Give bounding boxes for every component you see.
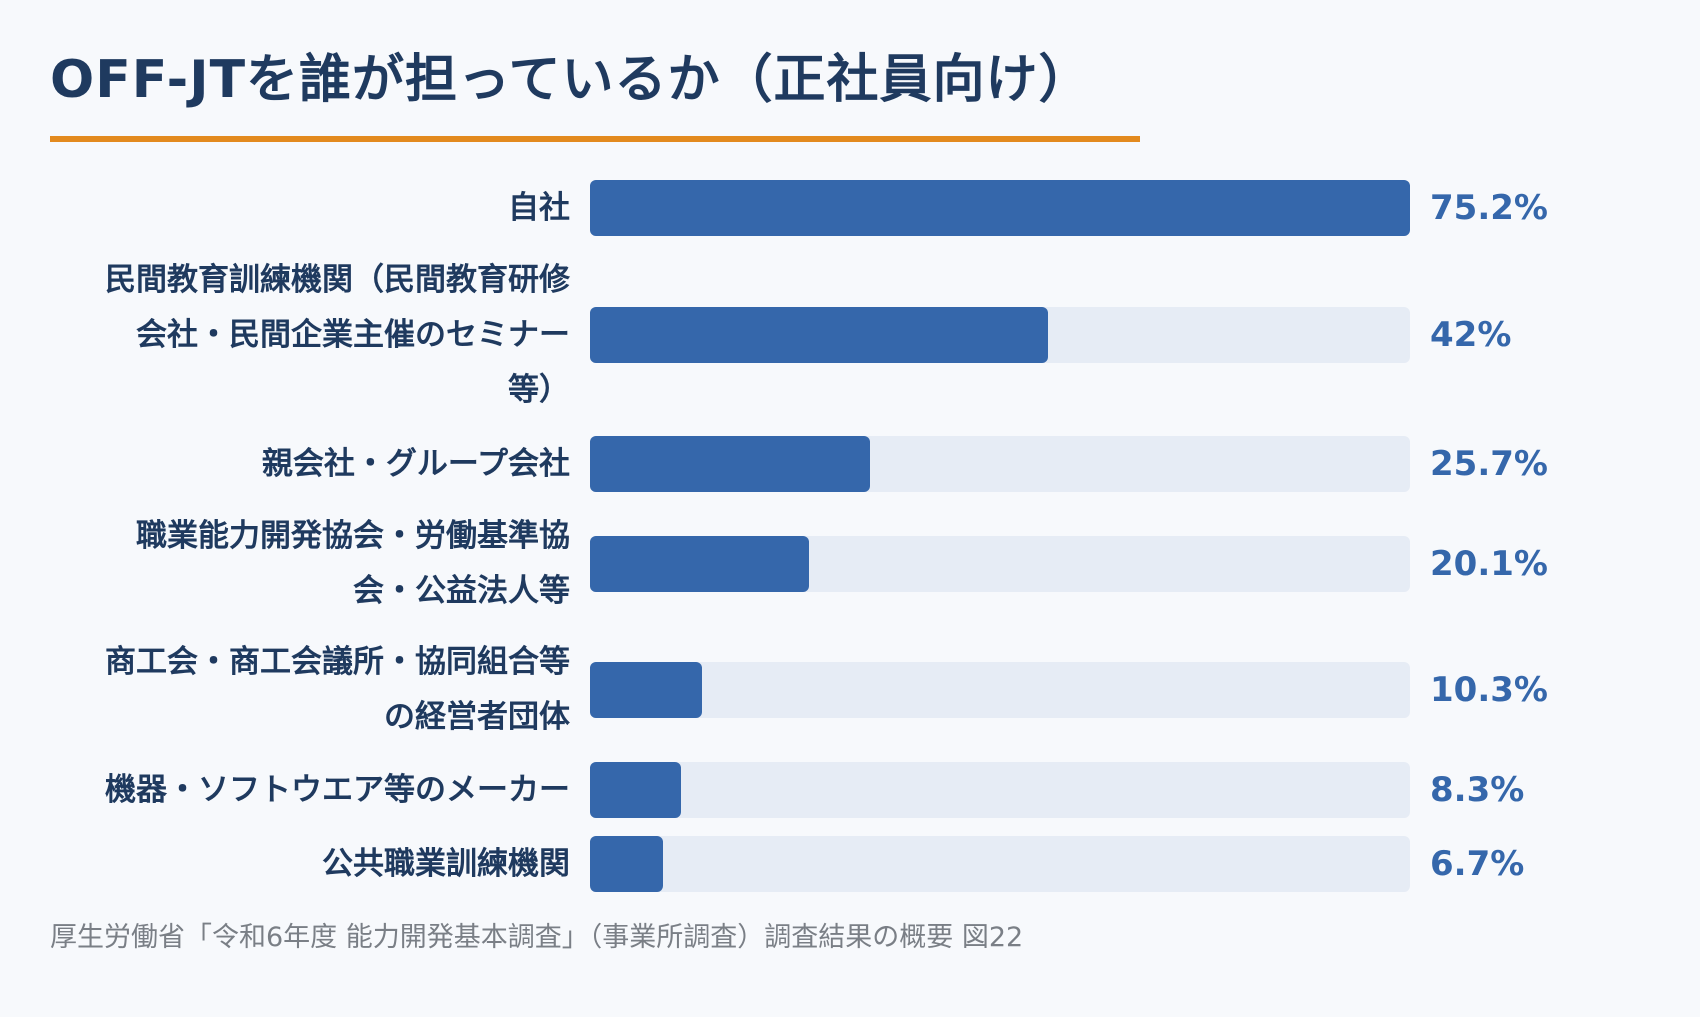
bar-track [590,662,1410,718]
category-label: 自社 [50,181,570,236]
bar [590,836,663,892]
category-label-line: 民間教育訓練機関（民間教育研修 [105,261,570,298]
bar-track [590,536,1410,592]
bar-track [590,180,1410,236]
value-label: 6.7% [1430,844,1525,884]
bar-track [590,307,1410,363]
category-label-line: 商工会・商工会議所・協同組合等 [105,644,570,680]
bar-track [590,436,1410,492]
category-label: 親会社・グループ会社 [50,437,570,492]
bar [590,307,1048,363]
category-label: 機器・ソフトウエア等のメーカー [50,763,570,818]
category-label: 職業能力開発協会・労働基準協会・公益法人等 [50,509,570,619]
category-label-line: 自社 [508,189,570,226]
category-label: 商工会・商工会議所・協同組合等の経営者団体 [50,635,570,745]
bar [590,762,681,818]
category-label-line: 等） [508,371,570,408]
category-label-line: 親会社・グループ会社 [261,445,570,482]
value-label: 75.2% [1430,188,1548,228]
bar [590,180,1410,236]
bar [590,436,870,492]
category-label-line: 会・公益法人等 [353,573,570,609]
bar [590,662,702,718]
value-label: 20.1% [1430,544,1548,584]
value-label: 42% [1430,315,1512,355]
category-label: 民間教育訓練機関（民間教育研修会社・民間企業主催のセミナー等） [50,253,570,418]
category-label-line: 公共職業訓練機関 [322,845,570,882]
bar-track [590,836,1410,892]
bar [590,536,809,592]
value-label: 8.3% [1430,770,1525,810]
value-label: 10.3% [1430,670,1548,710]
category-label-line: 機器・ソフトウエア等のメーカー [105,771,570,808]
value-label: 25.7% [1430,444,1548,484]
category-label: 公共職業訓練機関 [50,837,570,892]
bar-track [590,762,1410,818]
source-note: 厚生労働省「令和6年度 能力開発基本調査」（事業所調査）調査結果の概要 図22 [50,922,1024,953]
chart-title: OFF-JTを誰が担っているか（正社員向け） [50,50,1092,110]
category-label-line: の経営者団体 [384,699,570,735]
category-label-line: 職業能力開発協会・労働基準協 [136,518,570,554]
title-underline [50,136,1140,142]
category-label-line: 会社・民間企業主催のセミナー [136,316,570,353]
